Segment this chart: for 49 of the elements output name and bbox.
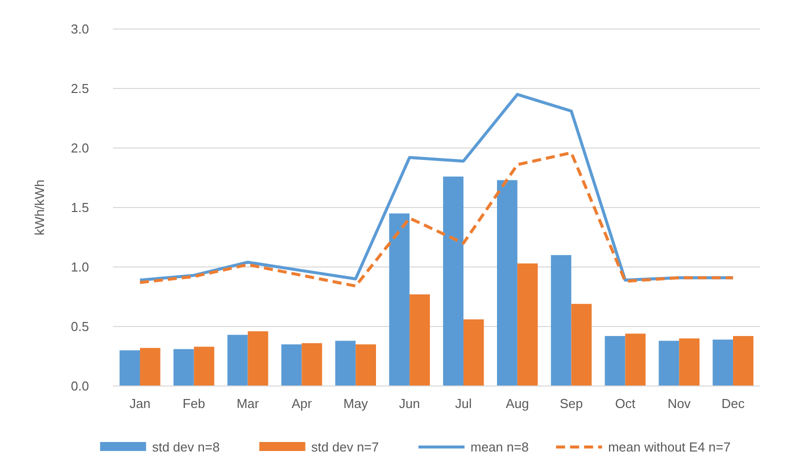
- bar: [550, 255, 572, 386]
- x-tick-label: Nov: [668, 396, 692, 411]
- x-tick-label: Jan: [129, 396, 150, 411]
- legend-label: std dev n=8: [152, 440, 220, 455]
- bar: [625, 334, 646, 386]
- bar: [463, 319, 484, 386]
- bar: [335, 340, 356, 386]
- bar: [140, 348, 160, 386]
- y-tick-label: 2.0: [70, 140, 89, 156]
- x-tick-label: Jun: [399, 396, 420, 411]
- bar: [410, 294, 430, 386]
- y-tick-label: 3.0: [70, 22, 89, 37]
- x-tick-label: Aug: [506, 396, 529, 411]
- legend-label: mean n=8: [470, 440, 529, 455]
- x-tick-label: Feb: [182, 396, 206, 411]
- bar: [248, 331, 268, 386]
- bar: [733, 336, 754, 386]
- x-tick-label: Apr: [292, 396, 312, 411]
- bar: [302, 343, 322, 386]
- bar: [227, 334, 248, 386]
- bar: [389, 213, 410, 386]
- x-tick-label: May: [343, 396, 368, 411]
- x-tick-label: Mar: [236, 396, 260, 411]
- bar: [571, 304, 592, 386]
- line-series: [138, 151, 735, 288]
- bar: [194, 346, 214, 386]
- bar: [604, 336, 626, 386]
- x-tick-label: Oct: [615, 396, 636, 411]
- y-axis-title: kWh/kWh: [32, 180, 47, 236]
- x-tick-label: Jul: [455, 396, 472, 411]
- bar: [712, 340, 734, 386]
- bar: [443, 176, 464, 386]
- y-tick-label: 0.5: [70, 319, 89, 334]
- bar: [173, 349, 194, 386]
- bar: [679, 338, 700, 386]
- y-tick-label: 1.0: [70, 260, 89, 275]
- bar: [356, 344, 376, 386]
- x-tick-label: Sep: [560, 396, 583, 411]
- bar: [281, 344, 302, 386]
- y-tick-label: 0.0: [70, 378, 89, 394]
- bar: [658, 340, 680, 386]
- y-tick-label: 1.5: [70, 200, 89, 216]
- bar: [496, 180, 518, 386]
- legend-label: std dev n=7: [311, 440, 379, 455]
- x-tick-label: Dec: [721, 396, 746, 411]
- legend-label: mean without E4 n=7: [608, 440, 731, 455]
- y-tick-label: 2.5: [70, 81, 89, 96]
- bar: [517, 263, 538, 386]
- bar: [120, 350, 140, 386]
